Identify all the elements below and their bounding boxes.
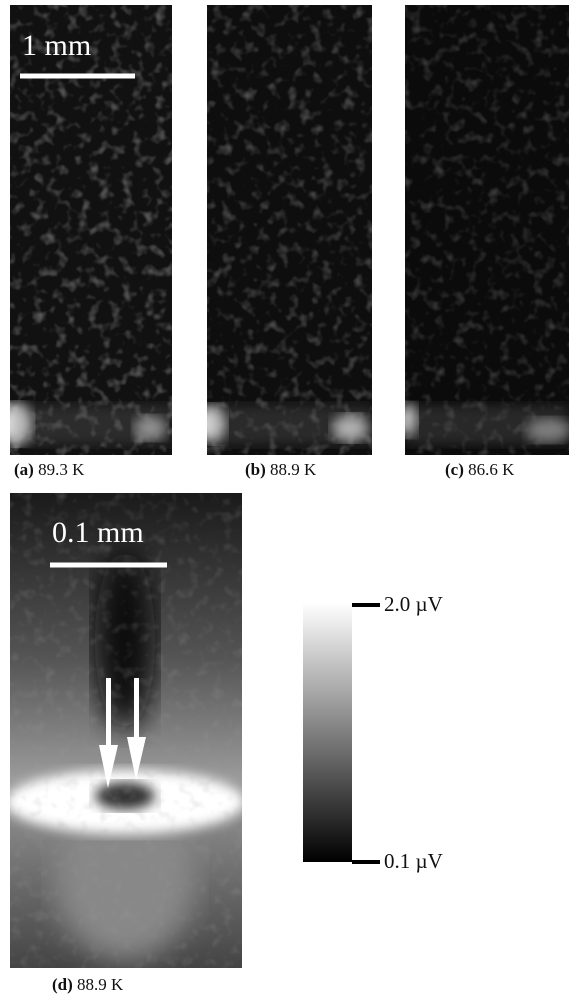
panel-caption: (d) 88.9 K <box>52 975 124 994</box>
panel-caption: (a) 89.3 K <box>14 460 85 479</box>
image-a <box>10 5 172 455</box>
panel-caption: (c) 86.6 K <box>445 460 515 479</box>
arrows <box>99 678 146 788</box>
scale-label: 0.1 mm <box>52 516 144 549</box>
image-d <box>10 493 242 968</box>
colorbar-label: 0.1 µV <box>384 849 443 873</box>
image-b <box>207 5 372 455</box>
image-c <box>405 5 569 455</box>
colorbar <box>303 603 352 862</box>
colorbar-label: 2.0 µV <box>384 592 443 616</box>
scale-label: 1 mm <box>22 29 91 62</box>
panel-caption: (b) 88.9 K <box>245 460 317 479</box>
